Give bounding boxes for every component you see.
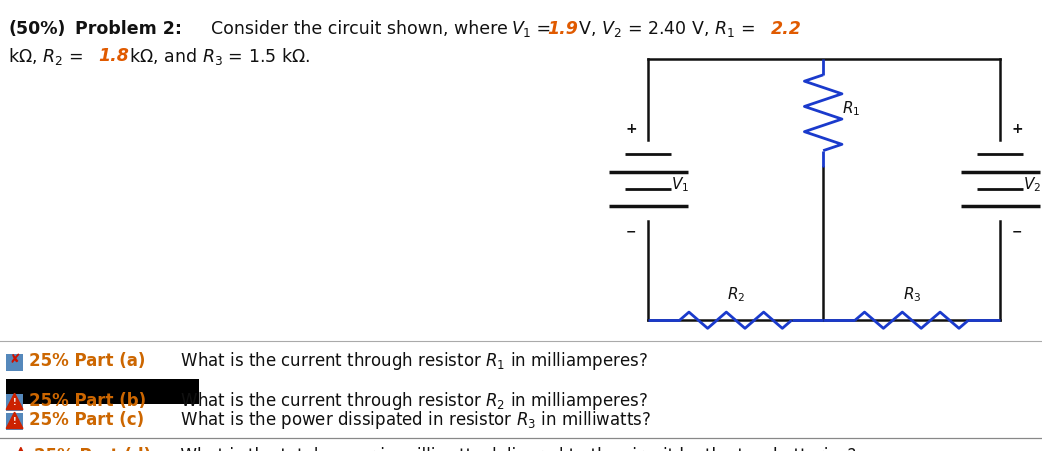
Text: ✘: ✘ [9,353,20,365]
Text: $V_2$: $V_2$ [1023,175,1041,194]
Text: What is the total power in milliwatts delivered to the circuit by the two batter: What is the total power in milliwatts de… [170,446,857,451]
Bar [6,379,199,404]
Polygon shape [14,447,28,451]
Text: What is the power dissipated in resistor $R_3$ in milliwatts?: What is the power dissipated in resistor… [170,410,651,431]
Text: −: − [1012,226,1022,239]
Text: $R_3$: $R_3$ [902,286,921,304]
Text: 25% Part (b): 25% Part (b) [29,392,146,410]
Text: !: ! [13,417,17,426]
Bar [6,354,23,371]
Text: What is the current through resistor $R_1$ in milliamperes?: What is the current through resistor $R_… [170,350,648,372]
Text: 1.8: 1.8 [98,47,129,65]
Text: V, $V_2$ = 2.40 V, $R_1$ =: V, $V_2$ = 2.40 V, $R_1$ = [573,19,756,39]
Text: $V_1$: $V_1$ [671,175,689,194]
Text: 2.2: 2.2 [771,20,802,38]
Polygon shape [6,412,23,428]
Bar [6,394,23,411]
Text: What is the current through resistor $R_2$ in milliamperes?: What is the current through resistor $R_… [170,391,648,412]
Text: kΩ, $R_2$ =: kΩ, $R_2$ = [8,46,85,67]
Text: 25% Part (d): 25% Part (d) [34,446,151,451]
Text: !: ! [13,398,17,407]
Text: +: + [625,121,638,136]
Text: ▶: ▶ [5,449,15,451]
Text: $R_1$: $R_1$ [842,99,861,118]
Text: 25% Part (c): 25% Part (c) [29,411,144,429]
Text: (50%): (50%) [8,20,66,38]
Text: kΩ, and $R_3$ = 1.5 kΩ.: kΩ, and $R_3$ = 1.5 kΩ. [124,46,311,67]
Text: +: + [1011,121,1023,136]
Text: $R_2$: $R_2$ [726,286,745,304]
Text: Consider the circuit shown, where: Consider the circuit shown, where [200,20,514,38]
Text: $V_1$: $V_1$ [511,19,531,39]
Text: =: = [531,20,557,38]
Text: 25% Part (a): 25% Part (a) [29,352,146,370]
Text: −: − [626,226,637,239]
Text: Problem 2:: Problem 2: [75,20,182,38]
Bar [6,413,23,430]
Polygon shape [6,393,23,410]
Text: 1.9: 1.9 [547,20,578,38]
